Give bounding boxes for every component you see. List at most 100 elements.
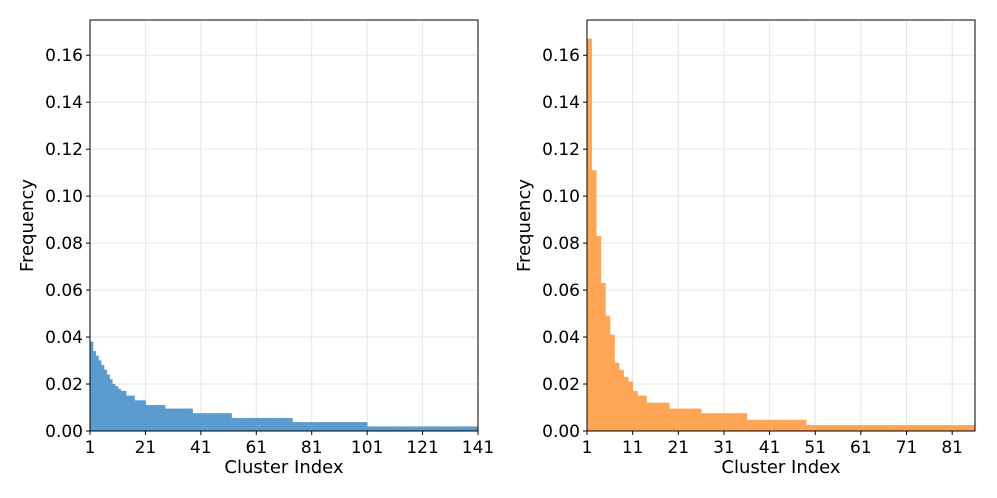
histogram-bar [810, 425, 816, 432]
histogram-bar [764, 419, 771, 432]
histogram-bar [100, 365, 105, 432]
histogram-bar [915, 425, 921, 432]
histogram-bar [186, 408, 191, 432]
histogram-bar [430, 426, 435, 432]
histogram-bar [272, 417, 277, 432]
x-tick-label: 81 [941, 438, 963, 458]
histogram-bar [796, 419, 802, 432]
histogram-bar [175, 408, 180, 432]
histogram-bar [427, 426, 432, 432]
histogram-bar [705, 413, 711, 432]
histogram-bar [330, 422, 335, 432]
histogram-bar [134, 400, 138, 432]
histogram-bar [860, 425, 866, 432]
histogram-bar [150, 405, 155, 432]
histogram-bar [322, 422, 326, 432]
histogram-bar [746, 419, 752, 432]
histogram-bar [308, 422, 313, 432]
histogram-bar [184, 408, 188, 432]
histogram-bar [278, 417, 282, 432]
histogram-bar [815, 425, 821, 432]
x-tick-label: 11 [622, 438, 644, 458]
histogram-bar [306, 422, 310, 432]
histogram-bar [375, 426, 379, 432]
histogram-bar [242, 417, 246, 432]
histogram-bar [755, 419, 761, 432]
histogram-bar [824, 425, 830, 432]
histogram-bar [627, 381, 634, 432]
histogram-bar [819, 425, 825, 432]
histogram-bar [732, 413, 739, 432]
histogram-bar [117, 388, 121, 432]
histogram-bar [303, 422, 307, 432]
x-axis-label: Cluster Index [721, 457, 841, 478]
x-tick-label: 31 [713, 438, 735, 458]
x-tick-label: 141 [462, 438, 494, 458]
histogram-bar [646, 402, 652, 432]
histogram-bar [361, 422, 365, 432]
histogram-bar [120, 390, 124, 432]
histogram-bar [211, 413, 216, 432]
histogram-bar [367, 426, 371, 432]
y-tick-label: 0.02 [45, 375, 83, 395]
histogram-bar [842, 425, 848, 432]
histogram-bar [828, 425, 834, 432]
histogram-bar [723, 413, 729, 432]
histogram-bar [783, 419, 789, 432]
x-tick-label: 1 [85, 438, 96, 458]
histogram-bar [247, 417, 252, 432]
histogram-bar [314, 422, 318, 432]
histogram-bar [114, 386, 119, 432]
histogram-bar [192, 413, 196, 432]
histogram-bar [938, 425, 944, 432]
histogram-bar [452, 426, 457, 432]
histogram-bar [319, 422, 324, 432]
histogram-bar [145, 405, 149, 432]
histogram-bar [464, 426, 468, 432]
histogram-bar [372, 426, 376, 432]
histogram-bar [710, 413, 716, 432]
histogram-bar [874, 425, 880, 432]
left-histogram-panel: 0.000.020.040.060.080.100.120.140.161 21 4… [17, 19, 494, 478]
y-tick-label: 0.06 [542, 281, 580, 301]
histogram-bar [669, 408, 675, 432]
histogram-bar [148, 405, 152, 432]
histogram-bar [197, 413, 202, 432]
histogram-bar [161, 405, 166, 432]
histogram-bar [350, 422, 354, 432]
histogram-bar [214, 413, 218, 432]
histogram-bar [614, 362, 620, 432]
histogram-bar [933, 425, 939, 432]
histogram-bar [333, 422, 338, 432]
histogram-bar [600, 282, 606, 432]
histogram-bar [659, 402, 666, 432]
histogram-bar [294, 422, 299, 432]
histogram-bar [281, 417, 285, 432]
histogram-bar [466, 426, 471, 432]
histogram-bar [391, 426, 396, 432]
histogram-bar [209, 413, 213, 432]
histogram-bar [397, 426, 401, 432]
bars [586, 38, 976, 432]
histogram-bar [910, 425, 917, 432]
histogram-bar [383, 426, 387, 432]
histogram-bar [300, 422, 304, 432]
plot-frame [586, 19, 976, 432]
histogram-bar [178, 408, 182, 432]
y-tick-label: 0.14 [542, 93, 580, 113]
histogram-bar [769, 419, 775, 432]
histogram-bar [342, 422, 346, 432]
histogram-bar [691, 408, 697, 432]
y-tick-label: 0.00 [45, 422, 83, 442]
histogram-bar [261, 417, 266, 432]
histogram-bar [901, 425, 907, 432]
histogram-bar [325, 422, 329, 432]
histogram-bar [353, 422, 357, 432]
histogram-bar [253, 417, 257, 432]
histogram-bar [405, 426, 410, 432]
x-tick-label: 61 [245, 438, 267, 458]
y-tick-label: 0.04 [542, 328, 580, 348]
histogram-bar [142, 400, 146, 432]
histogram-bar [687, 408, 693, 432]
